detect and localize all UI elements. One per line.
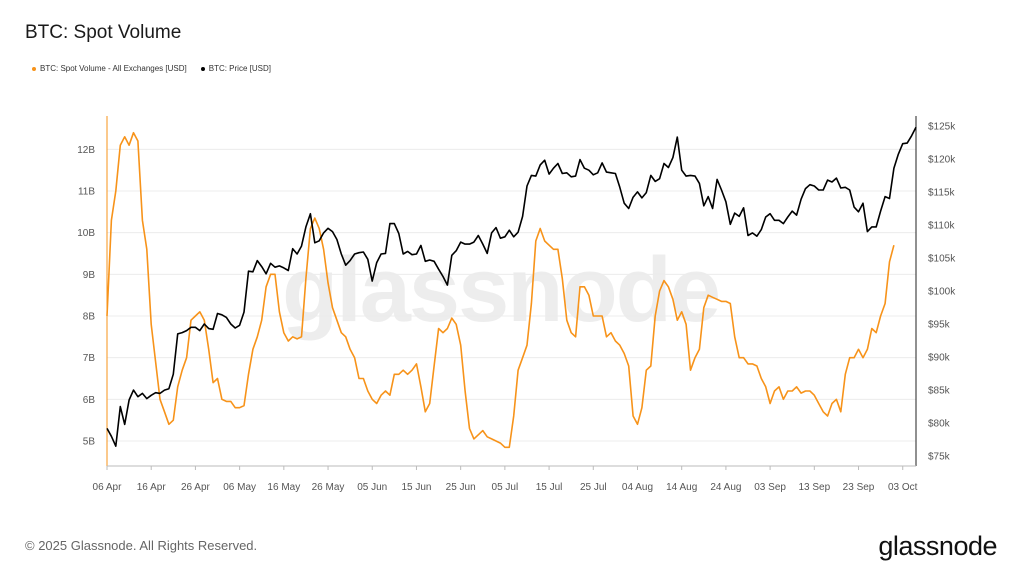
x-tick-label: 14 Aug xyxy=(666,482,697,493)
x-tick-label: 25 Jul xyxy=(580,482,607,493)
chart-legend: BTC: Spot Volume - All Exchanges [USD] B… xyxy=(32,64,271,73)
y-right-tick-label: $125k xyxy=(928,121,956,132)
x-tick-label: 26 Apr xyxy=(181,482,211,493)
legend-item-spot-volume[interactable]: BTC: Spot Volume - All Exchanges [USD] xyxy=(32,64,187,73)
y-left-tick-label: 6B xyxy=(83,395,96,406)
y-left-tick-label: 11B xyxy=(78,187,95,198)
y-right-tick-label: $85k xyxy=(928,386,951,397)
y-right-tick-label: $110k xyxy=(928,220,956,231)
legend-swatch-spot-volume xyxy=(32,66,36,71)
x-tick-label: 04 Aug xyxy=(622,482,653,493)
y-right-tick-label: $100k xyxy=(928,287,956,298)
x-tick-label: 06 Apr xyxy=(93,482,123,493)
x-tick-label: 05 Jun xyxy=(357,482,387,493)
series-line-spot-volume xyxy=(106,131,895,449)
y-right-tick-label: $90k xyxy=(928,353,951,364)
y-right-tick-label: $95k xyxy=(928,320,951,331)
x-tick-label: 24 Aug xyxy=(710,482,741,493)
y-left-tick-label: 10B xyxy=(77,228,95,239)
x-tick-label: 16 Apr xyxy=(137,482,167,493)
legend-label-spot-volume: BTC: Spot Volume - All Exchanges [USD] xyxy=(40,64,187,73)
x-tick-label: 23 Sep xyxy=(843,482,875,493)
x-tick-label: 03 Sep xyxy=(754,482,786,493)
page-title: BTC: Spot Volume xyxy=(25,22,182,43)
x-tick-label: 05 Jul xyxy=(492,482,519,493)
y-right-tick-label: $115k xyxy=(928,187,956,198)
brand-logo[interactable]: glassnode xyxy=(878,531,997,561)
y-left-tick-label: 7B xyxy=(83,353,96,364)
series-line-price xyxy=(106,126,917,447)
x-tick-label: 15 Jun xyxy=(401,482,431,493)
y-left-tick-label: 12B xyxy=(77,145,95,156)
x-tick-label: 25 Jun xyxy=(446,482,476,493)
y-right-tick-label: $105k xyxy=(928,253,956,264)
y-left-tick-label: 5B xyxy=(83,437,96,448)
legend-item-price[interactable]: BTC: Price [USD] xyxy=(200,64,271,73)
legend-label-price: BTC: Price [USD] xyxy=(208,64,271,73)
x-tick-label: 15 Jul xyxy=(536,482,563,493)
y-right-tick-label: $75k xyxy=(928,452,951,463)
y-left-tick-label: 8B xyxy=(83,312,96,323)
x-tick-label: 26 May xyxy=(312,482,345,493)
copyright-text: © 2025 Glassnode. All Rights Reserved. xyxy=(25,538,258,553)
x-tick-label: 13 Sep xyxy=(798,482,830,493)
y-right-tick-label: $80k xyxy=(928,419,951,430)
y-left-tick-label: 9B xyxy=(83,270,96,281)
legend-swatch-price xyxy=(200,66,205,71)
y-right-tick-label: $120k xyxy=(928,154,956,165)
x-tick-label: 16 May xyxy=(267,482,300,493)
x-tick-label: 06 May xyxy=(223,482,256,493)
x-tick-label: 03 Oct xyxy=(888,482,918,493)
